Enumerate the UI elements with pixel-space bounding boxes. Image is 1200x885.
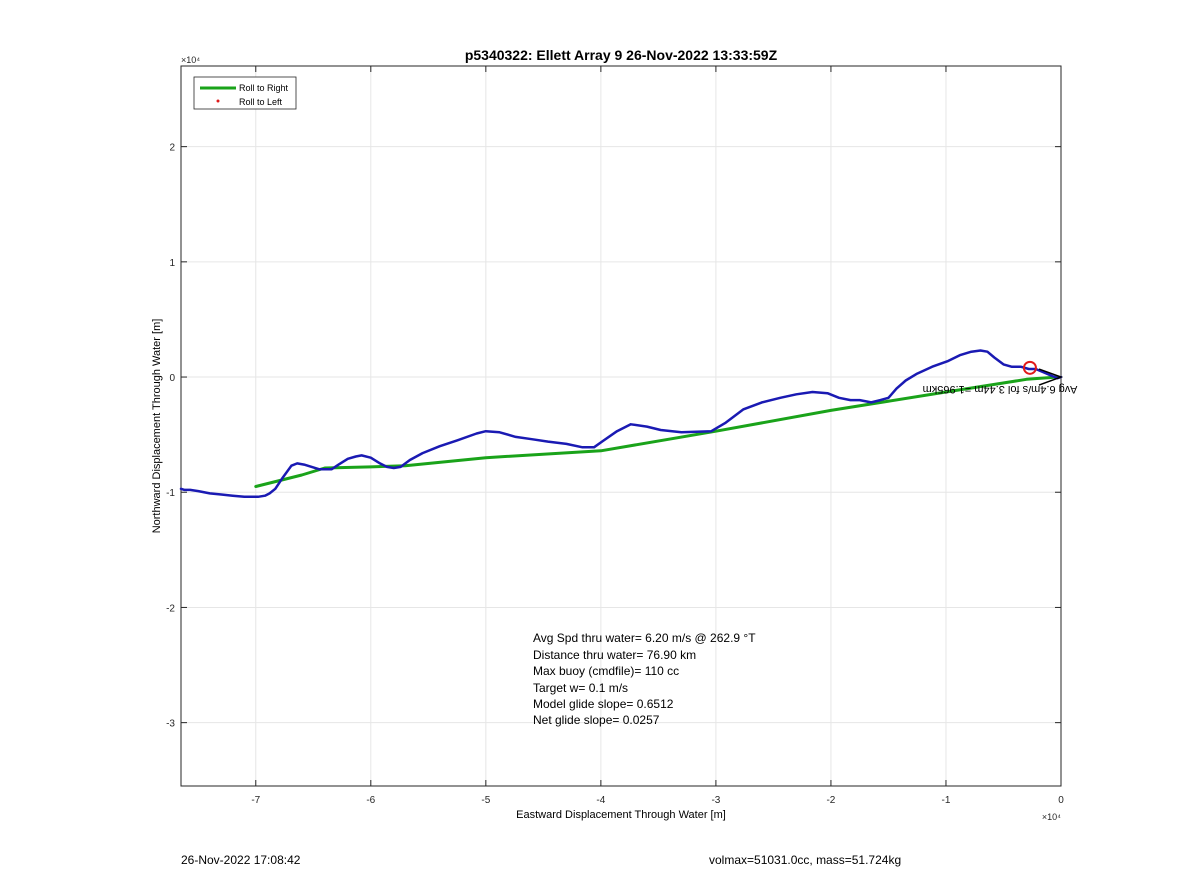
stats-annotation: Avg Spd thru water= 6.20 m/s @ 262.9 °T …: [533, 631, 756, 727]
stats-line: Max buoy (cmdfile)= 110 cc: [533, 664, 679, 678]
legend-label-roll-right: Roll to Right: [239, 83, 289, 93]
axis-ticks: -7 -6 -5 -4 -3 -2 -1 0 -3 -2 -1 0 1 2: [166, 66, 1064, 806]
stats-line: Distance thru water= 76.90 km: [533, 648, 696, 662]
plot-frame: [180, 65, 1062, 787]
x-tick-label: -6: [366, 795, 375, 806]
series-layer: [179, 349, 1063, 499]
x-tick-label: -2: [826, 795, 835, 806]
x-axis-label: Eastward Displacement Through Water [m]: [516, 809, 726, 821]
legend-label-roll-left: Roll to Left: [239, 97, 283, 107]
mirrored-speed-annotation: Avg 6.4m/s fol 3.44m =1.965km: [923, 383, 1078, 395]
x-tick-label: -4: [596, 795, 605, 806]
x-tick-label: -1: [942, 795, 951, 806]
y-exponent-label: ×10⁴: [181, 55, 200, 65]
circle-marker: [1022, 360, 1037, 375]
series-line-track: [179, 349, 1063, 499]
x-tick-label: -3: [711, 795, 720, 806]
y-tick-label: -3: [166, 719, 175, 730]
y-tick-label: 0: [169, 373, 175, 384]
grid-lines: [181, 66, 1062, 786]
x-tick-label: -5: [481, 795, 490, 806]
stats-line: Net glide slope= 0.0257: [533, 713, 660, 727]
legend-dot-roll-left: [216, 99, 220, 103]
x-tick-label: 0: [1058, 795, 1064, 806]
x-exponent-label: ×10⁴: [1042, 812, 1061, 822]
plot-area: [181, 66, 1061, 786]
stats-line: Model glide slope= 0.6512: [533, 697, 674, 711]
end-arrowhead: [1038, 368, 1064, 386]
y-axis-label: Northward Displacement Through Water [m]: [151, 319, 163, 534]
x-tick-label: -7: [251, 795, 260, 806]
y-tick-label: 2: [169, 143, 175, 154]
legend: Roll to Right Roll to Left: [193, 76, 297, 110]
marker-layer: [1022, 360, 1064, 386]
y-tick-label: -2: [166, 603, 175, 614]
y-tick-label: -1: [166, 488, 175, 499]
stats-line: Avg Spd thru water= 6.20 m/s @ 262.9 °T: [533, 631, 756, 645]
legend-box: [193, 76, 297, 110]
footer-timestamp: 26-Nov-2022 17:08:42: [181, 853, 301, 867]
chart-title: p5340322: Ellett Array 9 26-Nov-2022 13:…: [465, 47, 778, 63]
y-tick-label: 1: [169, 258, 175, 269]
footer-info: volmax=51031.0cc, mass=51.724kg: [709, 853, 902, 867]
stats-line: Target w= 0.1 m/s: [533, 681, 628, 695]
